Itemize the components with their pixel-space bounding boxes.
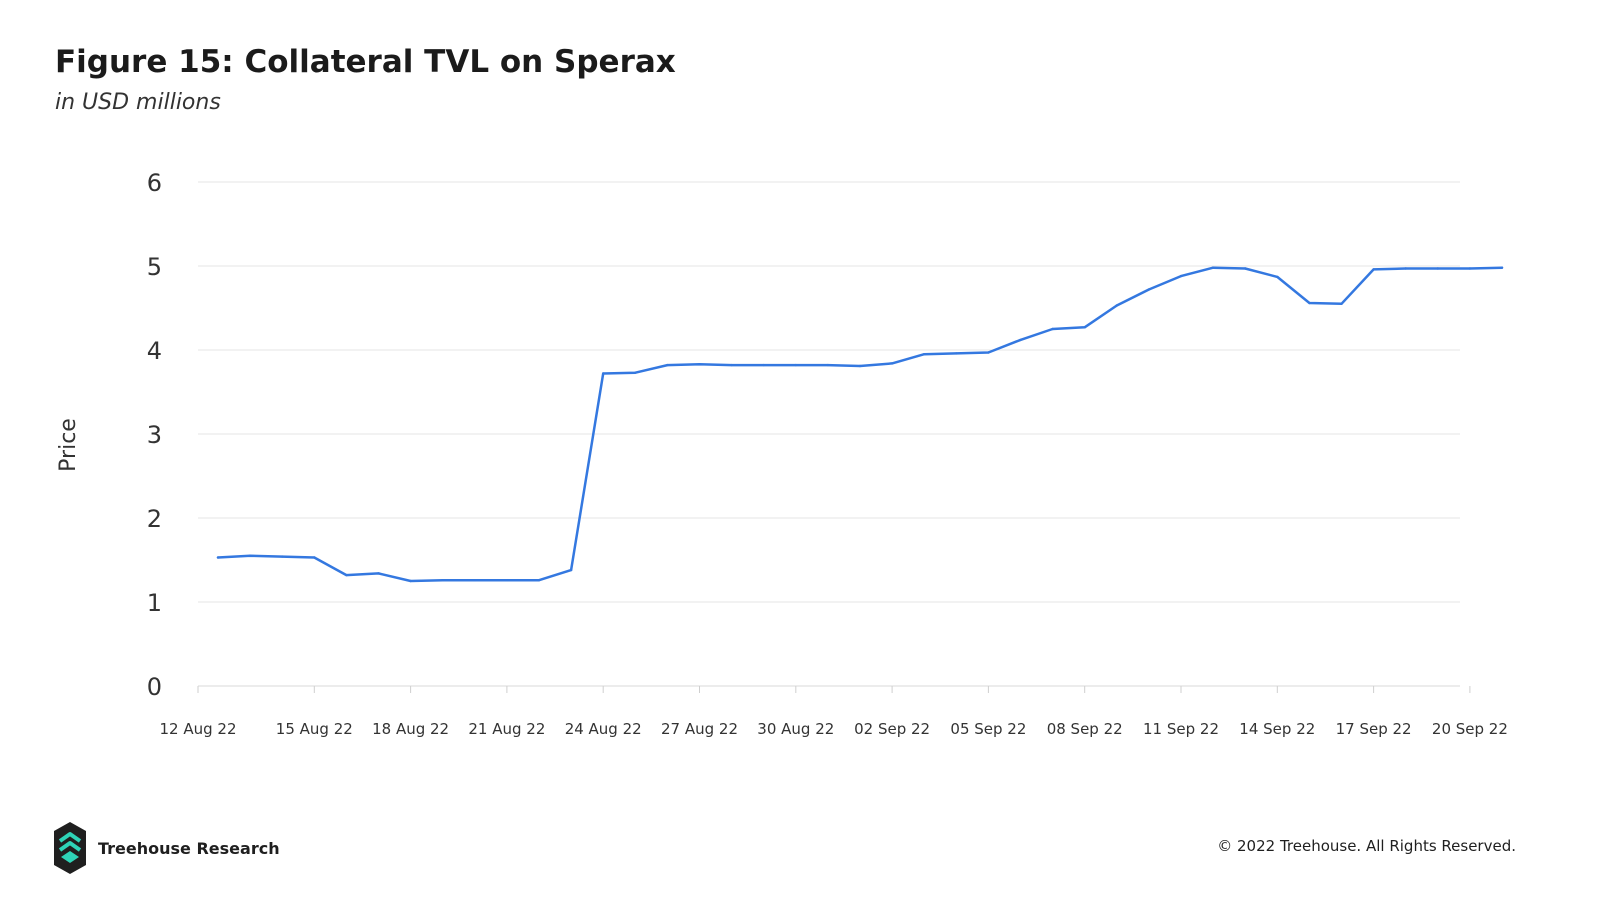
- data-point: [569, 568, 573, 572]
- x-tick-label: 12 Aug 22: [160, 720, 237, 738]
- series-line-tvl: [216, 266, 1504, 583]
- data-point: [409, 579, 412, 583]
- x-tick-label: 05 Sep 22: [950, 720, 1026, 738]
- data-point: [1276, 275, 1279, 279]
- brand-name: Treehouse Research: [98, 838, 280, 858]
- series-layer: [216, 266, 1504, 583]
- data-point: [1404, 267, 1407, 270]
- data-point: [602, 372, 605, 375]
- y-tick-label: 0: [147, 673, 162, 701]
- data-point: [730, 363, 733, 367]
- x-tick-label: 18 Aug 22: [372, 720, 449, 738]
- x-tick-label: 15 Aug 22: [276, 720, 353, 738]
- data-point: [890, 362, 894, 365]
- data-point: [1244, 267, 1247, 270]
- data-point: [248, 554, 252, 557]
- data-point: [955, 352, 958, 355]
- treehouse-logo-icon: [54, 822, 86, 874]
- data-point: [1083, 326, 1086, 329]
- data-point: [1211, 266, 1215, 269]
- data-point: [826, 363, 830, 367]
- x-tick-label: 21 Aug 22: [468, 720, 545, 738]
- x-tick-label: 30 Aug 22: [757, 720, 834, 738]
- y-axis-label: Price: [56, 418, 81, 472]
- x-tick-label: 14 Sep 22: [1239, 720, 1315, 738]
- data-point: [313, 556, 316, 559]
- y-tick-label: 3: [147, 421, 162, 449]
- data-point: [858, 364, 862, 368]
- x-tick-label: 27 Aug 22: [661, 720, 738, 738]
- data-point: [634, 371, 637, 374]
- data-point: [281, 555, 284, 558]
- data-point: [377, 572, 380, 575]
- data-point: [216, 556, 220, 559]
- data-point: [666, 363, 669, 367]
- y-tick-label: 5: [147, 253, 162, 281]
- y-tick-label: 4: [147, 337, 162, 365]
- data-point: [1436, 267, 1440, 270]
- data-point: [505, 579, 509, 582]
- x-tick-label: 11 Sep 22: [1143, 720, 1219, 738]
- y-axis-ticks: 0 1 2 3 4 5 6: [147, 169, 162, 701]
- data-point: [537, 579, 541, 582]
- data-point: [987, 351, 990, 354]
- data-point: [473, 579, 476, 582]
- data-point: [1019, 338, 1022, 342]
- data-point: [1179, 274, 1183, 278]
- data-point: [1340, 302, 1343, 305]
- x-tick-label: 24 Aug 22: [565, 720, 642, 738]
- y-tick-label: 2: [147, 505, 162, 533]
- y-tick-label: 1: [147, 589, 162, 617]
- grid-lines: [198, 181, 1460, 603]
- x-tick-label: 08 Sep 22: [1047, 720, 1123, 738]
- brand: Treehouse Research: [54, 822, 280, 874]
- x-tick-label: 20 Sep 22: [1432, 720, 1508, 738]
- x-axis-ticks: 12 Aug 22 15 Aug 22 18 Aug 22 21 Aug 22 24 A…: [160, 686, 1508, 738]
- data-point: [923, 353, 926, 356]
- data-point: [1468, 267, 1472, 270]
- data-point: [345, 573, 348, 577]
- y-tick-label: 6: [147, 169, 162, 197]
- data-point: [794, 363, 797, 367]
- x-tick-label: 17 Sep 22: [1336, 720, 1412, 738]
- data-point: [762, 363, 765, 367]
- chart-subtitle: in USD millions: [55, 90, 221, 115]
- data-point: [1051, 327, 1054, 331]
- data-point: [698, 363, 701, 366]
- data-point: [1308, 301, 1311, 305]
- chart-title: Figure 15: Collateral TVL on Sperax: [55, 44, 676, 80]
- data-point: [1372, 268, 1375, 271]
- data-point: [1147, 288, 1151, 291]
- data-point: [1115, 304, 1119, 307]
- data-point: [441, 579, 444, 582]
- copyright-notice: © 2022 Treehouse. All Rights Reserved.: [1217, 837, 1516, 855]
- x-tick-label: 02 Sep 22: [854, 720, 930, 738]
- data-point: [1500, 266, 1504, 269]
